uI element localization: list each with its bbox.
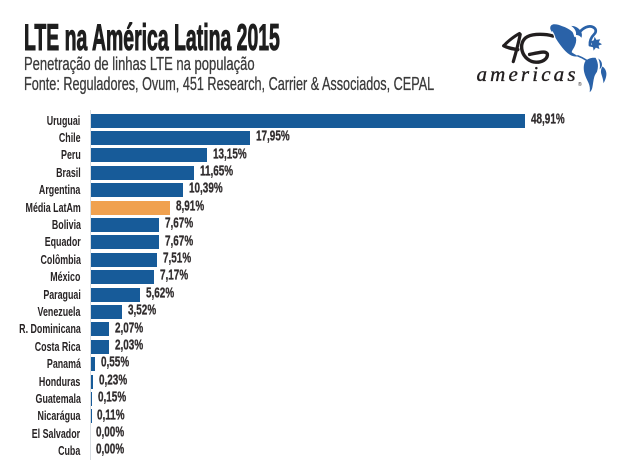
svg-text:americas: americas xyxy=(477,62,576,86)
svg-text:®: ® xyxy=(578,81,582,88)
